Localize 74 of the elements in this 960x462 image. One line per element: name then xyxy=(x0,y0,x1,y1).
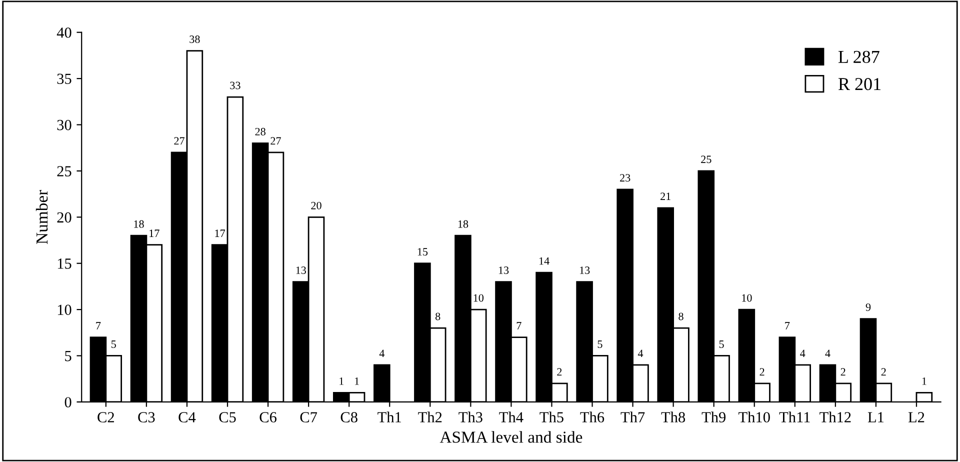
x-tick-label: Th2 xyxy=(418,412,442,422)
data-label: 7 xyxy=(96,322,101,330)
data-label: 7 xyxy=(785,322,790,330)
x-tick-label: Th8 xyxy=(661,412,686,422)
data-label: 9 xyxy=(866,304,871,311)
data-label: 8 xyxy=(435,312,440,320)
data-label: 13 xyxy=(296,266,306,274)
data-label: 18 xyxy=(458,220,468,228)
y-tick-label: 20 xyxy=(57,212,72,223)
x-tick-label: C4 xyxy=(178,412,196,422)
data-label: 5 xyxy=(111,340,116,348)
x-tick-label: C2 xyxy=(98,412,114,422)
x-tick-label: Th3 xyxy=(458,412,482,422)
data-label: 17 xyxy=(150,230,160,237)
data-label: 13 xyxy=(580,266,590,274)
x-tick-label: Th12 xyxy=(820,412,851,422)
data-label: 10 xyxy=(474,294,484,302)
data-label: 1 xyxy=(340,377,344,385)
y-tick-label: 35 xyxy=(57,74,72,84)
x-tick-label: Th10 xyxy=(738,412,770,422)
data-label: 4 xyxy=(638,350,644,358)
data-label: 7 xyxy=(516,322,522,330)
data-label: 38 xyxy=(190,36,200,44)
data-label: 27 xyxy=(174,137,185,145)
x-tick-label: Th1 xyxy=(378,412,402,422)
data-label: 17 xyxy=(215,230,226,237)
x-tick-label: Th6 xyxy=(580,412,604,422)
x-tick-label: L1 xyxy=(868,412,884,422)
data-label: 27 xyxy=(270,137,281,145)
x-tick-label: C6 xyxy=(260,412,276,422)
x-tick-label: L2 xyxy=(908,412,924,422)
data-label: 14 xyxy=(539,257,550,265)
data-label: 23 xyxy=(620,174,630,182)
data-label: 4 xyxy=(825,350,830,358)
x-tick-label: Th11 xyxy=(779,412,810,422)
x-tick-label: Th9 xyxy=(702,412,726,422)
data-label: 28 xyxy=(255,128,266,136)
x-tick-label: Th7 xyxy=(620,412,645,422)
data-label: 4 xyxy=(379,350,385,358)
legend-label: R 201 xyxy=(838,78,881,90)
data-label: 2 xyxy=(840,368,846,376)
data-label: 1 xyxy=(922,377,926,385)
x-tick-label: Th5 xyxy=(540,412,564,422)
data-label: 20 xyxy=(311,202,322,210)
x-tick-label: C3 xyxy=(138,412,155,422)
y-axis-title: Number xyxy=(36,190,48,244)
data-label: 5 xyxy=(719,340,724,348)
x-tick-label: C7 xyxy=(300,412,318,422)
data-label: 4 xyxy=(800,350,806,358)
data-label: 21 xyxy=(660,192,670,200)
legend-label: L 287 xyxy=(838,50,880,64)
y-tick-label: 0 xyxy=(64,397,72,408)
x-tick-label: C8 xyxy=(340,412,358,422)
y-tick-label: 10 xyxy=(58,304,72,315)
x-tick-label: C5 xyxy=(219,412,236,422)
data-label: 5 xyxy=(598,340,602,348)
data-label: 15 xyxy=(418,248,428,256)
data-label: 33 xyxy=(230,82,240,90)
data-label: 2 xyxy=(881,368,886,376)
data-label: 8 xyxy=(678,312,684,320)
x-axis-title: ASMA level and side xyxy=(440,431,582,443)
data-label: 18 xyxy=(134,220,144,228)
data-label: 2 xyxy=(557,368,562,376)
y-tick-label: 40 xyxy=(56,27,72,38)
data-label: 1 xyxy=(354,377,359,385)
y-tick-label: 25 xyxy=(57,166,72,176)
y-tick-label: 30 xyxy=(57,120,72,130)
y-tick-label: 15 xyxy=(58,258,72,269)
x-tick-label: Th4 xyxy=(499,412,524,422)
data-label: 13 xyxy=(498,266,509,274)
data-label: 25 xyxy=(701,156,712,164)
data-label: 2 xyxy=(760,368,764,376)
data-label: 10 xyxy=(742,294,752,302)
y-tick-label: 5 xyxy=(65,351,72,362)
